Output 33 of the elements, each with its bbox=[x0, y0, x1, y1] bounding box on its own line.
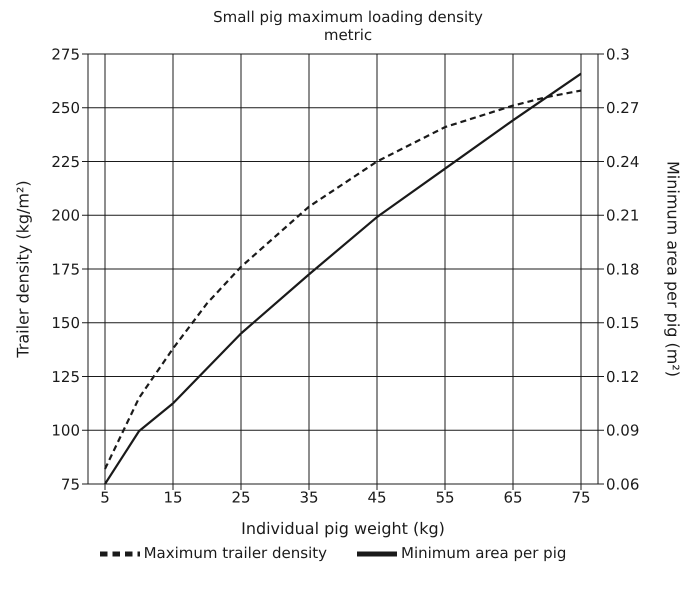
x-tick-label: 45 bbox=[367, 488, 387, 507]
x-axis-title: Individual pig weight (kg) bbox=[241, 519, 445, 538]
y-axis-title: Trailer density (kg/m²) bbox=[14, 180, 33, 359]
legend-label: Maximum trailer density bbox=[144, 544, 327, 562]
y2-tick-label: 0.24 bbox=[606, 152, 640, 171]
y-tick-label: 150 bbox=[51, 314, 80, 332]
x-tick-label: 5 bbox=[100, 488, 110, 507]
y-tick-label: 200 bbox=[51, 206, 80, 225]
y-tick-label: 100 bbox=[51, 422, 80, 440]
y-tick-label: 175 bbox=[51, 260, 80, 278]
y2-tick-label: 0.12 bbox=[606, 368, 640, 386]
x-tick-label: 75 bbox=[571, 488, 591, 507]
y-tick-label: 75 bbox=[60, 475, 80, 494]
x-tick-label: 25 bbox=[231, 488, 251, 507]
y2-axis-title: Minimum area per pig (m²) bbox=[663, 161, 682, 377]
legend-label: Minimum area per pig bbox=[401, 544, 566, 562]
y2-tick-label: 0.06 bbox=[606, 475, 640, 494]
x-tick-label: 15 bbox=[163, 488, 183, 507]
chart-subtitle: metric bbox=[322, 26, 374, 44]
x-tick-label: 35 bbox=[299, 488, 319, 507]
y2-tick-label: 0.09 bbox=[606, 422, 640, 440]
chart-title: Small pig maximum loading density bbox=[212, 8, 484, 26]
x-tick-label: 65 bbox=[503, 488, 523, 507]
y2-tick-label: 0.27 bbox=[606, 99, 640, 118]
x-tick-label: 55 bbox=[435, 488, 455, 507]
y-tick-label: 125 bbox=[51, 368, 80, 386]
y-tick-label: 250 bbox=[51, 99, 80, 118]
y2-tick-label: 0.15 bbox=[606, 314, 640, 332]
y2-tick-label: 0.21 bbox=[606, 206, 640, 225]
y-tick-label: 275 bbox=[51, 45, 80, 64]
y2-tick-label: 0.3 bbox=[606, 45, 630, 64]
y2-tick-label: 0.18 bbox=[606, 260, 640, 278]
y-tick-label: 225 bbox=[51, 152, 80, 171]
